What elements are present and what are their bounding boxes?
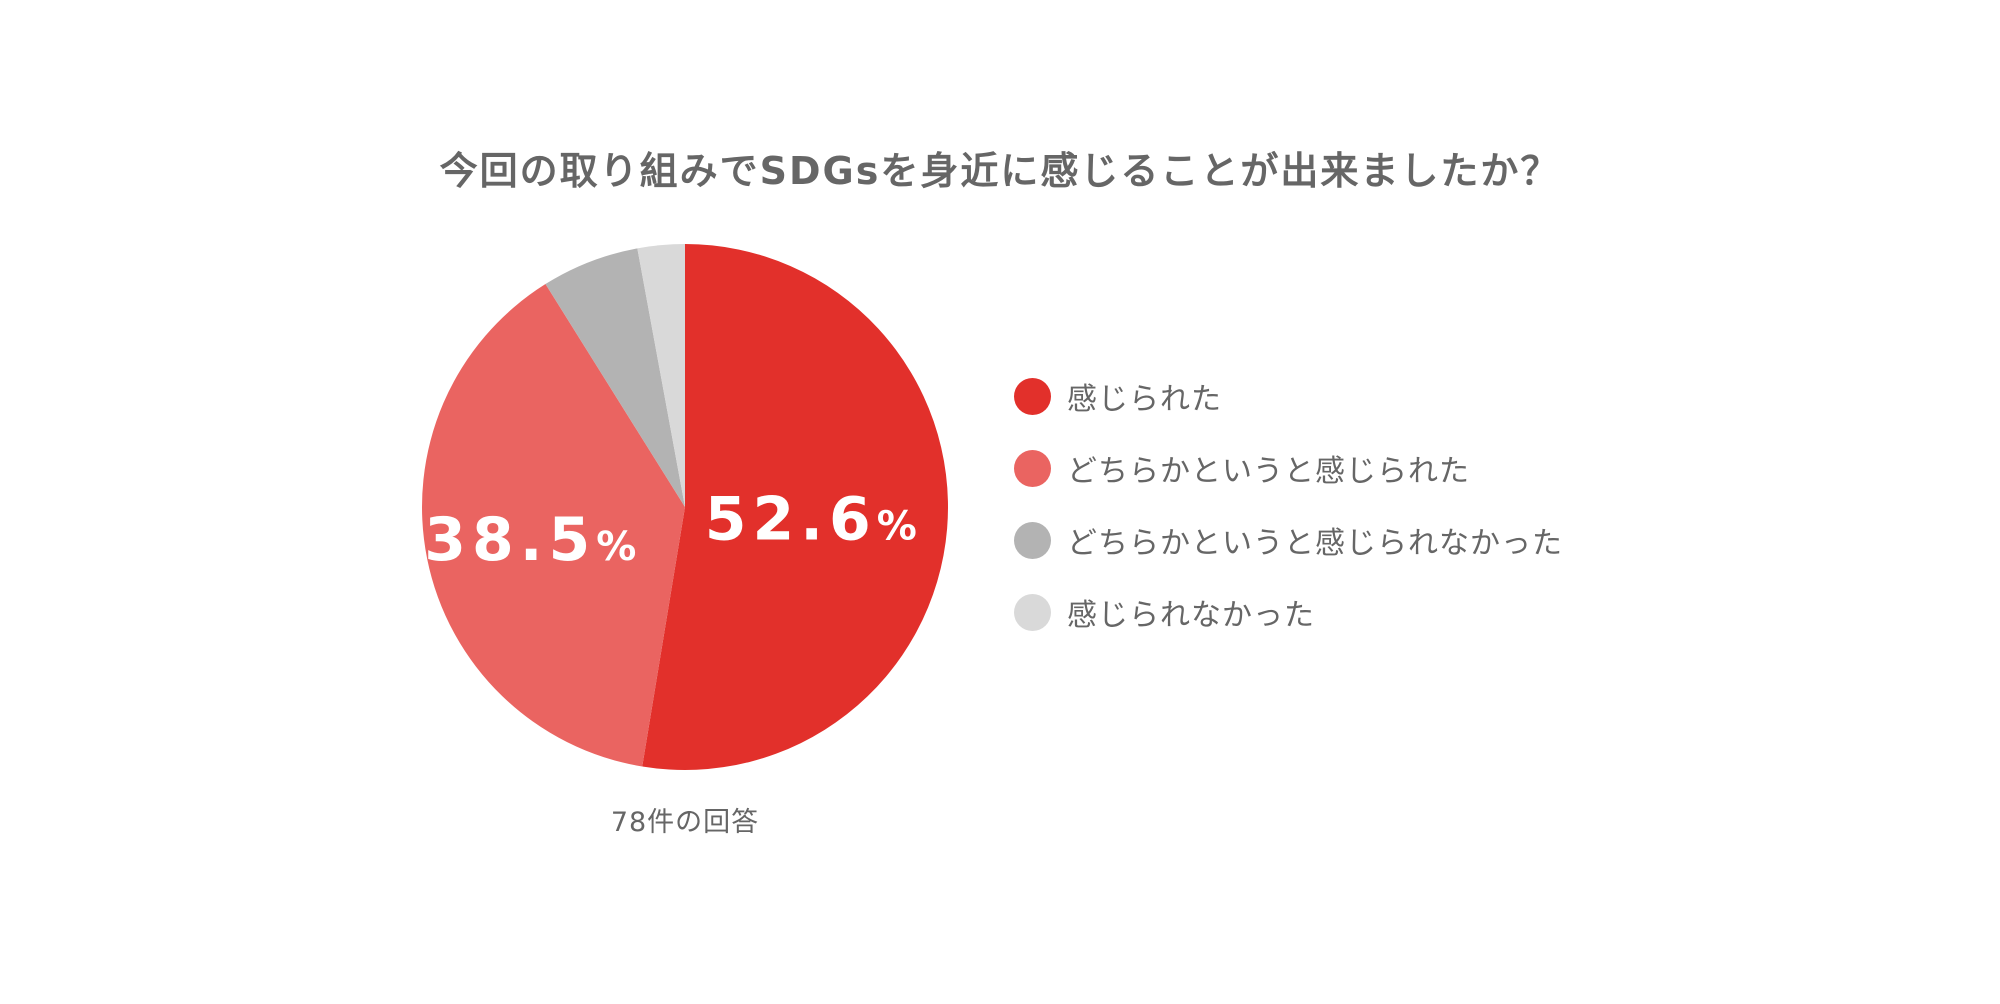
legend-label: 感じられた (1067, 382, 1222, 417)
legend-label: どちらかというと感じられなかった (1067, 526, 1563, 561)
legend-label: どちらかというと感じられた (1067, 454, 1470, 489)
pie-slice (422, 284, 685, 767)
legend-item: 感じられなかった (1014, 593, 1714, 633)
legend-item: どちらかというと感じられた (1014, 449, 1714, 489)
legend-label: 感じられなかった (1067, 598, 1315, 633)
response-count: 78件の回答 (610, 807, 760, 838)
legend-swatch (1014, 593, 1051, 631)
pie-data-label: 52.6% (705, 484, 917, 554)
legend: 感じられた どちらかというと感じられた どちらかというと感じられなかった 感じら… (1014, 377, 1714, 666)
pie-slice (642, 244, 949, 771)
legend-item: 感じられた (1014, 377, 1714, 417)
pie-slice (545, 248, 685, 507)
legend-item: どちらかというと感じられなかった (1014, 521, 1714, 561)
legend-swatch (1014, 377, 1051, 415)
chart-title: 今回の取り組みでSDGsを身近に感じることが出来ましたか？ (439, 149, 1561, 193)
legend-swatch (1014, 449, 1051, 487)
pie-data-label: 38.5% (424, 505, 636, 575)
pie-slice (637, 244, 685, 507)
legend-swatch (1014, 521, 1051, 559)
